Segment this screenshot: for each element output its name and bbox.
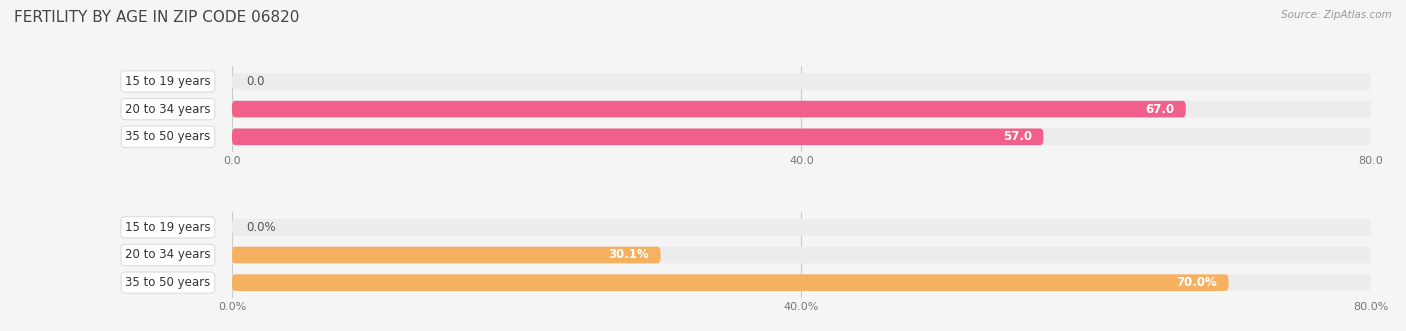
Text: 30.1%: 30.1% (609, 249, 650, 261)
Text: 20 to 34 years: 20 to 34 years (125, 249, 211, 261)
FancyBboxPatch shape (232, 101, 1371, 118)
Text: 0.0%: 0.0% (246, 221, 276, 234)
FancyBboxPatch shape (232, 274, 1371, 291)
Text: 35 to 50 years: 35 to 50 years (125, 130, 211, 143)
FancyBboxPatch shape (232, 128, 1043, 145)
Text: 70.0%: 70.0% (1177, 276, 1218, 289)
Text: 15 to 19 years: 15 to 19 years (125, 221, 211, 234)
FancyBboxPatch shape (232, 73, 1371, 90)
FancyBboxPatch shape (232, 101, 1185, 118)
Text: 20 to 34 years: 20 to 34 years (125, 103, 211, 116)
FancyBboxPatch shape (232, 128, 1371, 145)
Text: 57.0: 57.0 (1002, 130, 1032, 143)
FancyBboxPatch shape (232, 247, 661, 263)
Text: FERTILITY BY AGE IN ZIP CODE 06820: FERTILITY BY AGE IN ZIP CODE 06820 (14, 10, 299, 25)
FancyBboxPatch shape (232, 247, 1371, 263)
FancyBboxPatch shape (232, 274, 1229, 291)
Text: 35 to 50 years: 35 to 50 years (125, 276, 211, 289)
Text: 15 to 19 years: 15 to 19 years (125, 75, 211, 88)
Text: Source: ZipAtlas.com: Source: ZipAtlas.com (1281, 10, 1392, 20)
Text: 0.0: 0.0 (246, 75, 264, 88)
FancyBboxPatch shape (232, 219, 1371, 236)
Text: 67.0: 67.0 (1146, 103, 1174, 116)
